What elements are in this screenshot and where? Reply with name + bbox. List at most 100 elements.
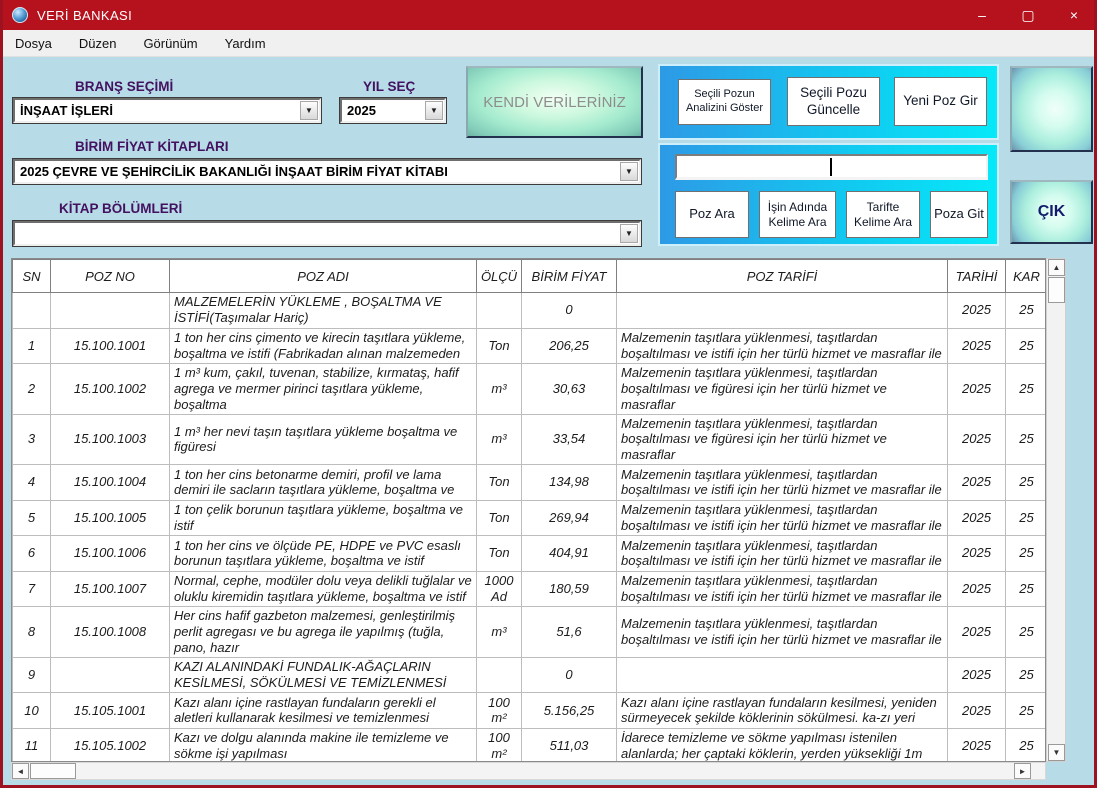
- birim-fiyat-kitaplari-value: 2025 ÇEVRE VE ŞEHİRCİLİK BAKANLIĞI İNŞAA…: [20, 164, 448, 179]
- table-cell: 2: [12, 363, 51, 415]
- table-cell: [476, 292, 522, 329]
- table-cell: Her cins hafif gazbeton malzemesi, genle…: [169, 606, 477, 658]
- table-cell: 15.100.1004: [50, 464, 170, 501]
- table-row[interactable]: 4 15.100.1004 1 ton her cins betonarme dem…: [12, 464, 1045, 501]
- search-input[interactable]: [675, 154, 988, 180]
- column-header: ÖLÇÜ: [476, 259, 522, 293]
- table-row[interactable]: 9 KAZI ALANINDAKİ FUNDALIK-AĞAÇLARIN KESİ…: [12, 656, 1045, 694]
- table-cell: 1000 Ad: [476, 570, 522, 608]
- table-cell: [616, 656, 948, 694]
- menu-item-yardım[interactable]: Yardım: [224, 35, 266, 51]
- chevron-down-icon[interactable]: ▼: [620, 224, 638, 243]
- table-cell: 404,91: [521, 535, 617, 572]
- table-row[interactable]: 3 15.100.1003 1 m³ her nevi taşın taşıtlar…: [12, 413, 1045, 466]
- chevron-down-icon[interactable]: ▼: [300, 101, 318, 120]
- table-row[interactable]: 11 15.105.1002 Kazı ve dolgu alanında maki…: [12, 727, 1045, 761]
- poz-actions-panel: Seçili Pozun Analizini Göster Seçili Poz…: [658, 64, 999, 140]
- scroll-up-icon[interactable]: ▲: [1048, 259, 1065, 276]
- table-cell: Kazı alanı içine rastlayan fundaların ke…: [616, 692, 948, 729]
- table-row[interactable]: 6 15.100.1006 1 ton her cins ve ölçüde PE,…: [12, 535, 1045, 572]
- table-cell: Ton: [476, 464, 522, 501]
- secili-pozu-guncelle-button[interactable]: Seçili Pozu Güncelle: [787, 77, 880, 126]
- scroll-right-icon[interactable]: ►: [1014, 763, 1031, 779]
- table-cell: 511,03: [521, 727, 617, 761]
- poz-table[interactable]: SN POZ NO POZ ADI ÖLÇÜ BİRİM FİYAT POZ TARİFİ…: [11, 258, 1046, 762]
- brans-secimi-label: BRANŞ SEÇİMİ: [75, 79, 174, 94]
- menu-item-görünüm[interactable]: Görünüm: [143, 35, 198, 51]
- table-cell: 134,98: [521, 464, 617, 501]
- table-cell: 2025: [947, 499, 1006, 537]
- yeni-poz-gir-button[interactable]: Yeni Poz Gir: [894, 77, 987, 126]
- table-cell: 1 m³ kum, çakıl, tuvenan, stabilize, kır…: [169, 363, 477, 415]
- table-cell: MALZEMELERİN YÜKLEME , BOŞALTMA VE İSTİF…: [169, 292, 477, 329]
- scroll-left-icon[interactable]: ◄: [12, 763, 29, 779]
- brans-secimi-select[interactable]: İNŞAAT İŞLERİ ▼: [12, 97, 322, 124]
- table-cell: [50, 292, 170, 329]
- table-row[interactable]: 10 15.105.1001 Kazı alanı içine rastlayan …: [12, 692, 1045, 729]
- horizontal-scroll-thumb[interactable]: [30, 763, 76, 779]
- table-row[interactable]: 2 15.100.1002 1 m³ kum, çakıl, tuvenan, st…: [12, 363, 1045, 415]
- table-row[interactable]: 1 15.100.1001 1 ton her cins çimento ve ki…: [12, 327, 1045, 364]
- table-cell: 15.100.1005: [50, 499, 170, 537]
- table-cell: Ton: [476, 327, 522, 364]
- table-cell: 2025: [947, 363, 1006, 415]
- isin-adinda-kelime-ara-button[interactable]: İşin Adında Kelime Ara: [759, 191, 836, 238]
- table-cell: m³: [476, 606, 522, 658]
- table-cell: 4: [12, 464, 51, 501]
- kendi-verileriniz-button[interactable]: KENDİ VERİLERİNİZ: [466, 66, 643, 138]
- blank-gradient-button[interactable]: [1010, 66, 1093, 152]
- table-cell: 25: [1005, 692, 1045, 729]
- table-cell: 25: [1005, 656, 1045, 694]
- window-title: VERİ BANKASI: [37, 7, 133, 23]
- scroll-down-icon[interactable]: ▼: [1048, 744, 1065, 761]
- kitap-bolumleri-select[interactable]: ▼: [12, 220, 642, 247]
- table-row[interactable]: 8 15.100.1008 Her cins hafif gazbeton malz…: [12, 606, 1045, 658]
- table-cell: 2025: [947, 327, 1006, 364]
- table-cell: 1 ton çelik borunun taşıtlara yükleme, b…: [169, 499, 477, 537]
- table-cell: 1 ton her cins betonarme demiri, profil …: [169, 464, 477, 501]
- secili-pozun-analizini-goster-button[interactable]: Seçili Pozun Analizini Göster: [678, 79, 771, 125]
- table-cell: 25: [1005, 499, 1045, 537]
- table-cell: Malzemenin taşıtlara yüklenmesi, taşıtla…: [616, 606, 948, 658]
- chevron-down-icon[interactable]: ▼: [425, 101, 443, 120]
- close-button[interactable]: ×: [1069, 7, 1079, 23]
- yil-sec-value: 2025: [347, 103, 376, 118]
- globe-app-icon: [12, 7, 28, 23]
- column-header: TARİHİ: [947, 259, 1006, 293]
- cik-exit-button[interactable]: ÇIK: [1010, 180, 1093, 244]
- birim-fiyat-kitaplari-select[interactable]: 2025 ÇEVRE VE ŞEHİRCİLİK BAKANLIĞI İNŞAA…: [12, 158, 642, 185]
- table-cell: Malzemenin taşıtlara yüklenmesi, taşıtla…: [616, 464, 948, 501]
- menu-item-düzen[interactable]: Düzen: [78, 35, 117, 51]
- table-cell: 33,54: [521, 413, 617, 466]
- search-panel: Poz Ara İşin Adında Kelime Ara Tarifte K…: [658, 143, 999, 246]
- vertical-scrollbar[interactable]: ▲ ▼: [1046, 258, 1066, 762]
- table-cell: 1 m³ her nevi taşın taşıtlara yükleme bo…: [169, 413, 477, 466]
- table-cell: 100 m²: [476, 727, 522, 761]
- table-cell: Ton: [476, 499, 522, 537]
- horizontal-scrollbar[interactable]: ◄ ►: [11, 762, 1046, 780]
- menu-item-dosya[interactable]: Dosya: [15, 35, 52, 51]
- vertical-scroll-thumb[interactable]: [1048, 277, 1065, 303]
- table-row[interactable]: 5 15.100.1005 1 ton çelik borunun taşıtlar…: [12, 499, 1045, 537]
- minimize-button[interactable]: –: [978, 7, 986, 23]
- table-cell: 1 ton her cins ve ölçüde PE, HDPE ve PVC…: [169, 535, 477, 572]
- maximize-button[interactable]: ▢: [1021, 6, 1035, 23]
- chevron-down-icon[interactable]: ▼: [620, 162, 638, 181]
- table-cell: 2025: [947, 292, 1006, 329]
- table-cell: 25: [1005, 535, 1045, 572]
- table-cell: 25: [1005, 464, 1045, 501]
- menu-bar: Dosya Düzen Görünüm Yardım: [3, 30, 1094, 57]
- poz-ara-button[interactable]: Poz Ara: [675, 191, 749, 238]
- table-cell: Malzemenin taşıtlara yüklenmesi, taşıtla…: [616, 327, 948, 364]
- tarifte-kelime-ara-button[interactable]: Tarifte Kelime Ara: [846, 191, 920, 238]
- table-cell: 15.105.1002: [50, 727, 170, 761]
- table-cell: 100 m²: [476, 692, 522, 729]
- table-cell: Kazı ve dolgu alanında makine ile temizl…: [169, 727, 477, 761]
- yil-sec-select[interactable]: 2025 ▼: [339, 97, 447, 124]
- table-row[interactable]: 7 15.100.1007 Normal, cephe, modüler dolu …: [12, 570, 1045, 608]
- table-cell: 5.156,25: [521, 692, 617, 729]
- poza-git-button[interactable]: Poza Git: [930, 191, 988, 238]
- table-cell: 15.100.1008: [50, 606, 170, 658]
- table-cell: 0: [521, 292, 617, 329]
- table-row[interactable]: MALZEMELERİN YÜKLEME , BOŞALTMA VE İSTİF…: [12, 292, 1045, 329]
